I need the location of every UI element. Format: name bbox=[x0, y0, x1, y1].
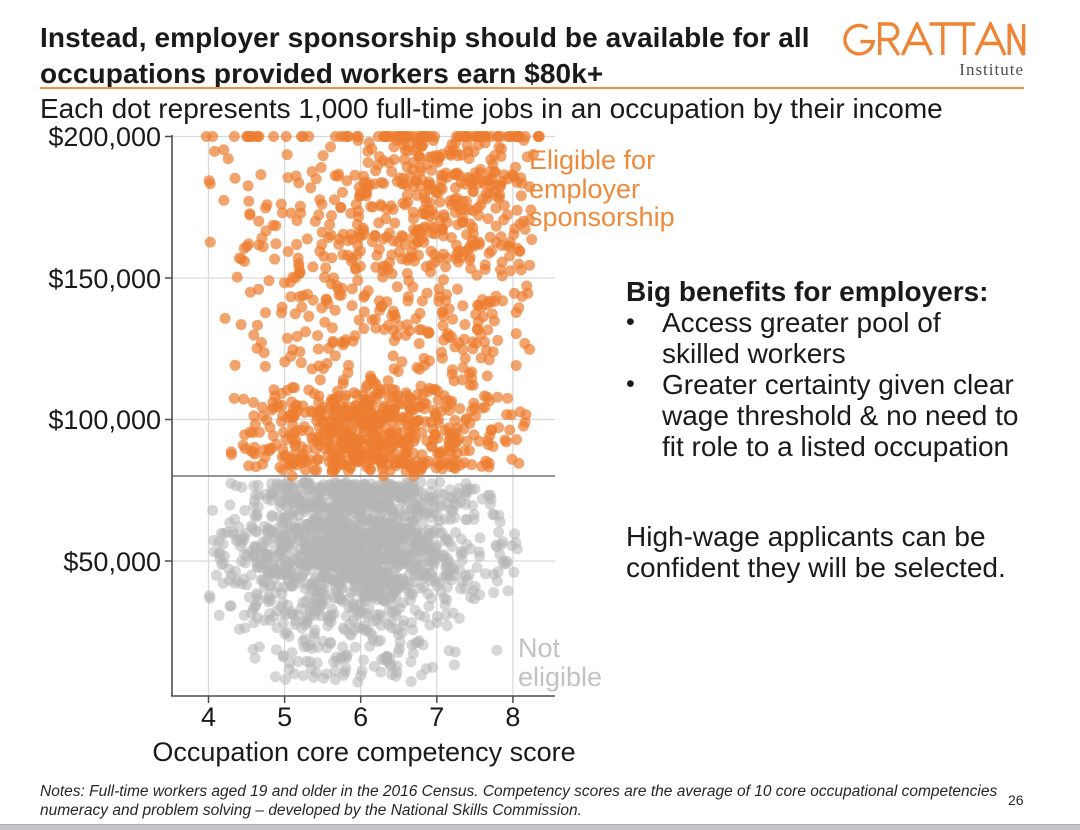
svg-text:Institute: Institute bbox=[959, 60, 1024, 79]
